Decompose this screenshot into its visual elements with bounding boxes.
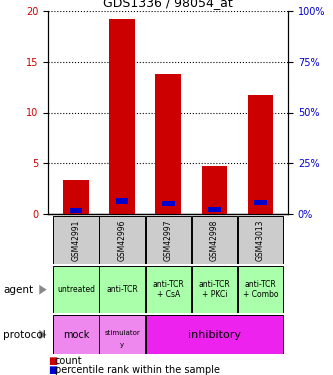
Text: stimulator: stimulator — [104, 330, 140, 336]
Bar — [162, 201, 174, 206]
Bar — [70, 209, 82, 213]
Text: anti-TCR
+ CsA: anti-TCR + CsA — [152, 280, 184, 299]
Bar — [248, 95, 273, 214]
Polygon shape — [39, 285, 47, 295]
Bar — [63, 180, 89, 214]
Text: anti-TCR
+ Combo: anti-TCR + Combo — [243, 280, 278, 299]
Bar — [146, 266, 191, 313]
Text: GSM42991: GSM42991 — [72, 219, 81, 261]
Bar — [208, 207, 220, 212]
Text: y: y — [120, 342, 124, 348]
Bar — [53, 266, 99, 313]
Bar — [53, 216, 99, 264]
Bar — [100, 266, 145, 313]
Bar — [192, 216, 237, 264]
Bar — [116, 198, 129, 204]
Title: GDS1336 / 98054_at: GDS1336 / 98054_at — [103, 0, 233, 9]
Bar — [254, 200, 267, 205]
Text: count: count — [55, 356, 83, 366]
Text: anti-TCR: anti-TCR — [106, 285, 138, 294]
Bar — [192, 266, 237, 313]
Bar — [156, 74, 181, 214]
Polygon shape — [39, 330, 47, 340]
Bar — [146, 315, 283, 354]
Text: GSM42996: GSM42996 — [118, 219, 127, 261]
Bar — [238, 216, 283, 264]
Text: GSM43013: GSM43013 — [256, 219, 265, 261]
Text: protocol: protocol — [3, 330, 46, 340]
Bar — [238, 266, 283, 313]
Bar — [100, 216, 145, 264]
Text: GSM42997: GSM42997 — [164, 219, 173, 261]
Bar — [109, 20, 135, 214]
Bar — [146, 216, 191, 264]
Text: percentile rank within the sample: percentile rank within the sample — [55, 365, 220, 375]
Bar — [201, 166, 227, 214]
Text: ■: ■ — [48, 365, 58, 375]
Text: inhibitory: inhibitory — [188, 330, 241, 340]
Text: untreated: untreated — [57, 285, 95, 294]
Text: mock: mock — [63, 330, 89, 340]
Bar — [100, 315, 145, 354]
Text: ■: ■ — [48, 356, 58, 366]
Bar — [53, 315, 99, 354]
Text: agent: agent — [3, 285, 33, 295]
Text: GSM42998: GSM42998 — [210, 219, 219, 261]
Text: anti-TCR
+ PKCi: anti-TCR + PKCi — [198, 280, 230, 299]
